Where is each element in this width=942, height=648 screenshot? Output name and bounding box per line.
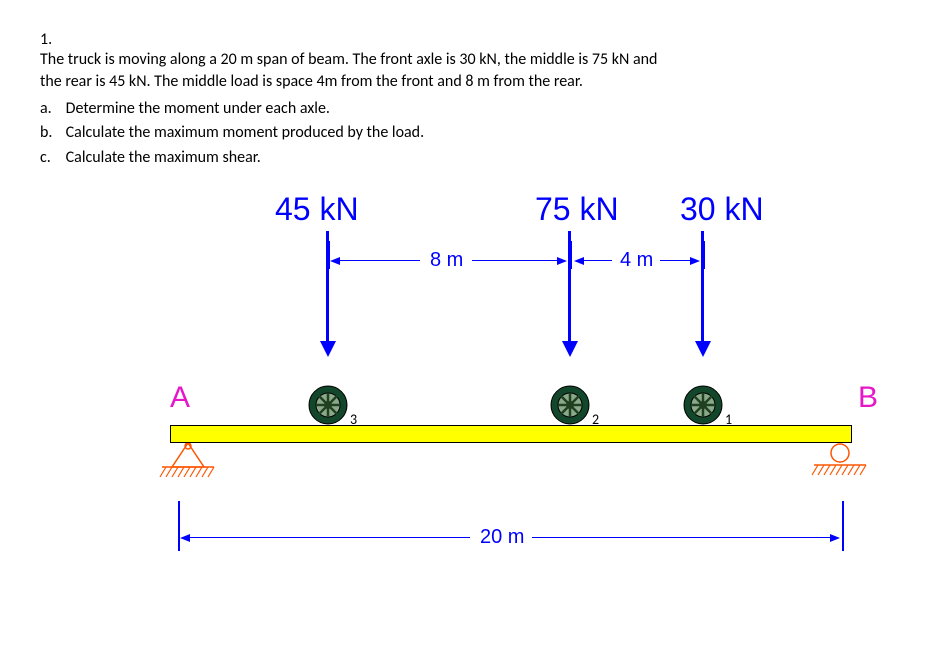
dim-label-8m: 8 m bbox=[430, 249, 463, 272]
beam-diagram: 45 kN 75 kN 30 kN 8 m 4 m A B 3 bbox=[140, 191, 900, 611]
pin-support-icon bbox=[158, 443, 218, 493]
problem-number: 1. bbox=[40, 30, 64, 49]
load-label-middle: 75 kN bbox=[535, 191, 619, 228]
dim-line bbox=[532, 537, 830, 539]
load-arrow-front bbox=[701, 231, 704, 343]
subitem-a-text: Determine the moment under each axle. bbox=[66, 99, 330, 118]
problem-line2: the rear is 45 kN. The middle load is sp… bbox=[40, 72, 583, 91]
wheel-front-icon bbox=[683, 385, 723, 425]
roller-support-icon bbox=[810, 443, 870, 498]
arrow-head-icon bbox=[690, 257, 700, 265]
dim-tick bbox=[178, 501, 180, 551]
subitem-a: a. Determine the moment under each axle. bbox=[40, 98, 890, 120]
subitem-c-letter: c. bbox=[40, 147, 62, 169]
support-label-a: A bbox=[170, 381, 190, 415]
arrow-head-icon bbox=[574, 257, 584, 265]
arrow-head-icon bbox=[330, 257, 340, 265]
subitem-c: c. Calculate the maximum shear. bbox=[40, 147, 890, 169]
subitem-c-text: Calculate the maximum shear. bbox=[66, 148, 261, 167]
load-label-front: 30 kN bbox=[680, 191, 764, 228]
dim-label-span: 20 m bbox=[480, 526, 524, 549]
dim-tick bbox=[842, 501, 844, 551]
load-arrow-head-icon bbox=[562, 341, 578, 357]
problem-block: 1. The truck is moving along a 20 m span… bbox=[40, 30, 902, 171]
dim-line bbox=[190, 537, 470, 539]
subitem-b-text: Calculate the maximum moment produced by… bbox=[66, 123, 425, 142]
support-label-b: B bbox=[858, 381, 878, 415]
arrow-head-icon bbox=[180, 534, 190, 542]
dim-label-4m: 4 m bbox=[620, 249, 653, 272]
wheel-rear-icon bbox=[308, 385, 348, 425]
problem-line1: The truck is moving along a 20 m span of… bbox=[40, 50, 657, 69]
dim-line bbox=[340, 260, 420, 262]
problem-body: The truck is moving along a 20 m span of… bbox=[40, 49, 890, 171]
dim-line bbox=[472, 260, 557, 262]
arrow-head-icon bbox=[830, 534, 840, 542]
load-arrow-rear bbox=[326, 231, 329, 343]
load-arrow-head-icon bbox=[320, 341, 336, 357]
subitems: a. Determine the moment under each axle.… bbox=[40, 98, 890, 169]
dim-line bbox=[584, 260, 612, 262]
beam bbox=[170, 425, 852, 443]
dim-line bbox=[660, 260, 690, 262]
load-arrow-head-icon bbox=[695, 341, 711, 357]
subitem-b: b. Calculate the maximum moment produced… bbox=[40, 122, 890, 144]
subitem-b-letter: b. bbox=[40, 122, 62, 144]
load-arrow-middle bbox=[568, 231, 571, 343]
wheel-middle-icon bbox=[550, 385, 590, 425]
subitem-a-letter: a. bbox=[40, 98, 62, 120]
arrow-head-icon bbox=[557, 257, 567, 265]
load-label-rear: 45 kN bbox=[275, 191, 359, 228]
